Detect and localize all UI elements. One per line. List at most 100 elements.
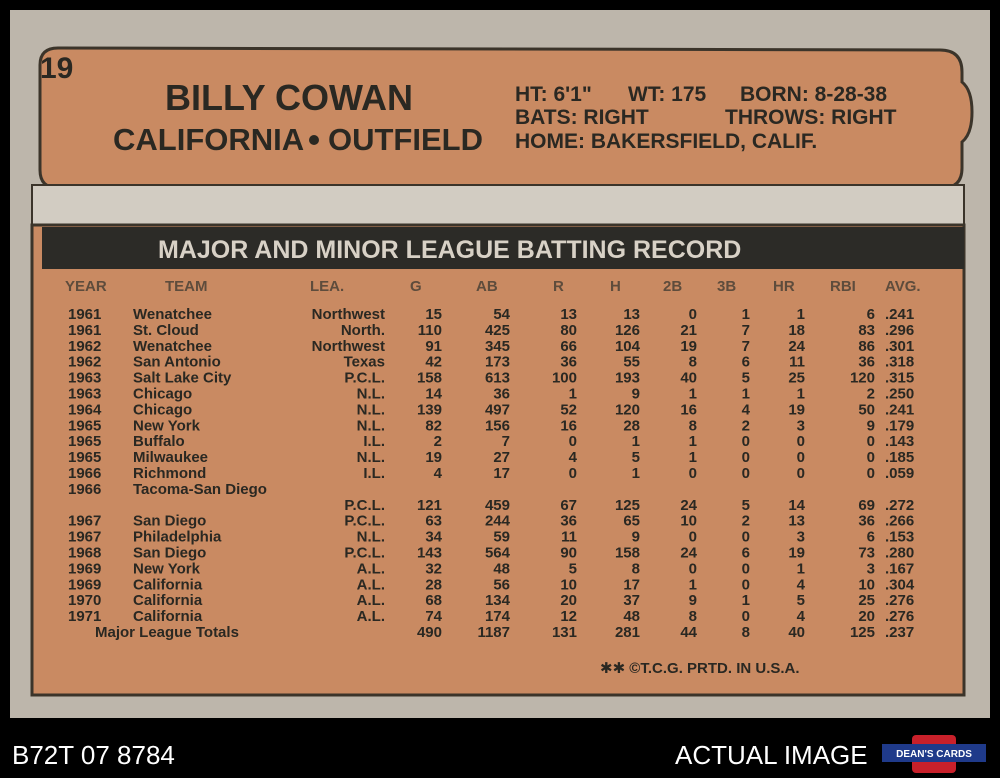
row-stat: 158 xyxy=(417,370,442,387)
row-stat: 120 xyxy=(615,401,640,418)
totals-cell: .237 xyxy=(885,624,914,641)
row-stat: 4 xyxy=(434,465,443,482)
totals-cell: 1187 xyxy=(477,624,510,641)
row-stat: 36 xyxy=(858,354,875,371)
row-stat: .143 xyxy=(885,433,914,450)
row-stat: 14 xyxy=(425,386,442,403)
row-stat: 20 xyxy=(858,608,875,625)
row-stat: 110 xyxy=(418,322,442,339)
row-stat: 4 xyxy=(569,449,578,466)
row-label: N.L. xyxy=(357,417,385,434)
column-header: HR xyxy=(773,278,795,295)
row-stat: 48 xyxy=(623,608,640,625)
row-stat: 0 xyxy=(797,449,805,466)
row-stat: 73 xyxy=(858,545,875,562)
row-stat: 86 xyxy=(858,338,875,355)
row-stat: 56 xyxy=(493,576,510,593)
row-stat: 40 xyxy=(680,370,697,387)
row-stat: 6 xyxy=(742,354,750,371)
row-stat: 5 xyxy=(569,560,577,577)
row-stat: .276 xyxy=(885,608,914,625)
row-stat: 28 xyxy=(425,576,442,593)
row-stat: 9 xyxy=(632,386,640,403)
row-stat: .280 xyxy=(885,545,914,562)
row-stat: 120 xyxy=(850,370,875,387)
row-stat: .272 xyxy=(885,497,914,514)
column-header: 2B xyxy=(663,278,682,295)
row-label: California xyxy=(133,576,203,593)
row-stat: 1 xyxy=(742,386,750,403)
bio-weight: WT: 175 xyxy=(628,83,707,106)
totals-cell: 8 xyxy=(742,624,750,641)
row-stat: .185 xyxy=(885,449,914,466)
row-stat: 18 xyxy=(788,322,805,339)
row-label: Wenatchee xyxy=(133,306,212,323)
row-label: A.L. xyxy=(357,576,385,593)
bio-born: BORN: 8-28-38 xyxy=(740,83,887,106)
row-stat: 5 xyxy=(632,449,640,466)
row-stat: 9 xyxy=(867,417,875,434)
column-header: RBI xyxy=(830,278,856,295)
column-header: LEA. xyxy=(310,278,344,295)
row-stat: 6 xyxy=(742,545,750,562)
row-stat: 0 xyxy=(742,465,750,482)
row-stat: 459 xyxy=(485,497,510,514)
row-stat: 3 xyxy=(867,560,875,577)
row-stat: 2 xyxy=(434,433,442,450)
footer: ✱✱ ©T.C.G. PRTD. IN U.S.A. xyxy=(600,660,800,677)
row-stat: 1 xyxy=(569,386,577,403)
row-label: Salt Lake City xyxy=(133,370,232,387)
totals-cell: 125 xyxy=(850,624,875,641)
row-label: Tacoma-San Diego xyxy=(133,481,267,498)
row-stat: 82 xyxy=(425,417,442,434)
row-stat: .179 xyxy=(885,417,914,434)
logo-text: DEAN'S CARDS xyxy=(896,749,972,760)
row-stat: 1 xyxy=(797,386,805,403)
row-stat: 12 xyxy=(560,608,577,625)
row-stat: 8 xyxy=(689,417,697,434)
row-stat: 9 xyxy=(689,592,697,609)
row-stat: 48 xyxy=(493,560,510,577)
row-stat: 28 xyxy=(623,417,640,434)
row-stat: 0 xyxy=(742,433,750,450)
row-stat: 66 xyxy=(560,338,577,355)
totals-cell: Major League Totals xyxy=(95,624,239,641)
row-stat: 17 xyxy=(623,576,640,593)
row-label: N.L. xyxy=(357,386,385,403)
row-label: 1961 xyxy=(68,322,101,339)
row-stat: 0 xyxy=(797,465,805,482)
row-stat: 156 xyxy=(485,417,510,434)
logo: DEAN'S CARDS xyxy=(882,735,986,773)
row-stat: 100 xyxy=(552,370,577,387)
row-stat: 63 xyxy=(425,513,442,530)
card-number: 19 xyxy=(40,52,73,85)
section-title: MAJOR AND MINOR LEAGUE BATTING RECORD xyxy=(158,236,741,264)
logo-banner xyxy=(882,744,986,762)
row-stat: 0 xyxy=(742,529,750,546)
row-stat: 36 xyxy=(858,513,875,530)
row-stat: 139 xyxy=(417,401,442,418)
row-stat: 20 xyxy=(560,592,577,609)
row-stat: 8 xyxy=(689,354,697,371)
row-stat: 16 xyxy=(680,401,697,418)
column-header: H xyxy=(610,278,621,295)
column-header: 3B xyxy=(717,278,736,295)
row-stat: 0 xyxy=(742,608,750,625)
row-stat: 14 xyxy=(788,497,805,514)
row-stat: 7 xyxy=(742,338,750,355)
row-stat: 59 xyxy=(493,529,510,546)
row-stat: 173 xyxy=(485,354,510,371)
row-label: New York xyxy=(133,417,201,434)
row-stat: 10 xyxy=(858,576,875,593)
row-label: San Diego xyxy=(133,513,206,530)
row-stat: 2 xyxy=(742,513,750,530)
row-stat: 0 xyxy=(742,449,750,466)
row-stat: 0 xyxy=(867,449,875,466)
row-stat: 10 xyxy=(680,513,697,530)
row-stat: 0 xyxy=(742,576,750,593)
row-label: 1966 xyxy=(68,465,101,482)
row-stat: 80 xyxy=(560,322,577,339)
row-stat: 1 xyxy=(797,560,805,577)
